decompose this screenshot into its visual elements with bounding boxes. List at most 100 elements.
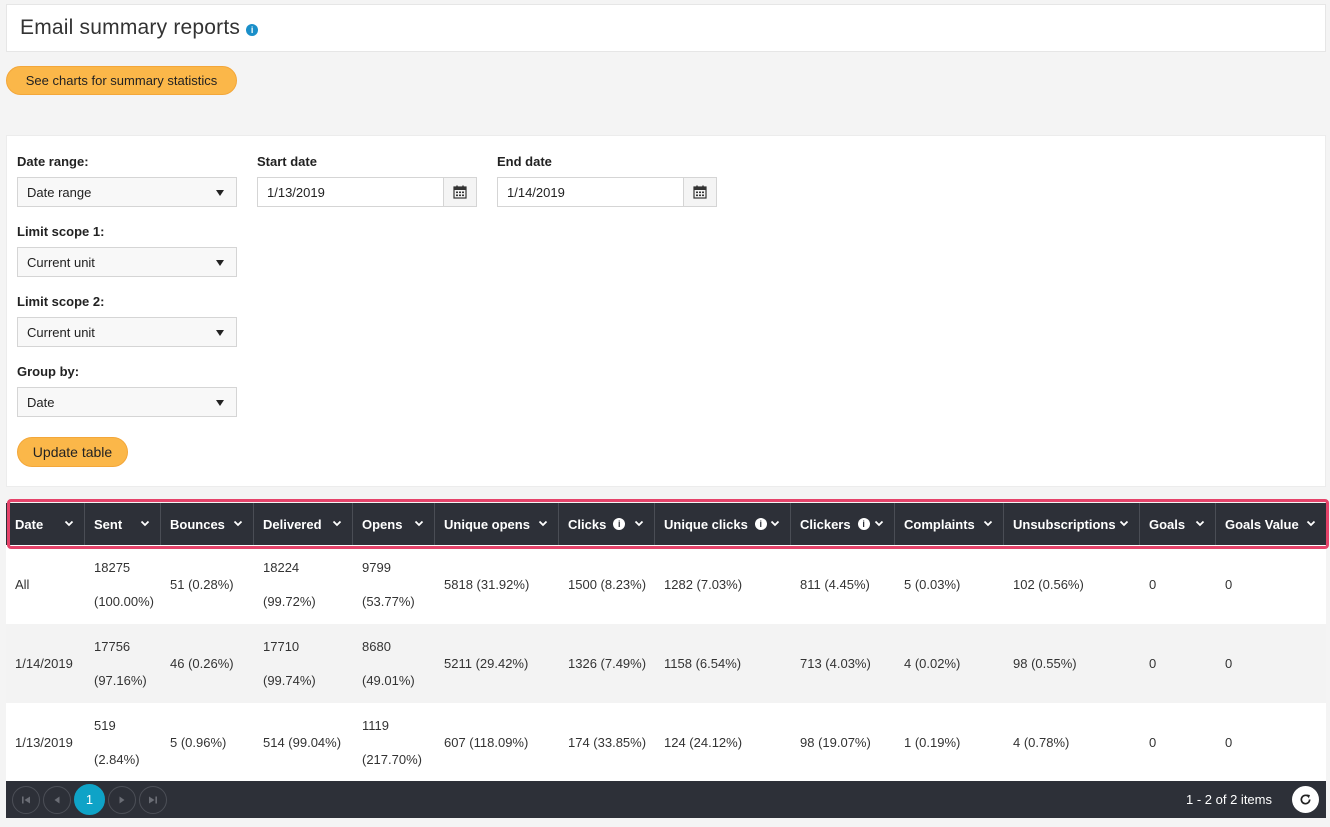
column-header-goals[interactable]: Goals xyxy=(1140,503,1216,545)
date-range-select[interactable]: Date range xyxy=(17,177,237,207)
cell-value: 9799 xyxy=(362,560,391,575)
next-page-icon[interactable] xyxy=(108,785,136,814)
column-label: Bounces xyxy=(170,516,225,532)
column-header-opens[interactable]: Opens xyxy=(353,503,435,545)
cell-opens: 9799 (53.77%) xyxy=(353,545,435,624)
start-date-label: Start date xyxy=(257,154,317,169)
column-header-unique-clicks[interactable]: Unique clicks i xyxy=(655,503,791,545)
cell-clickers: 811 (4.45%) xyxy=(800,577,870,592)
chevron-down-icon[interactable] xyxy=(874,518,884,528)
cell-percent: (2.84%) xyxy=(94,752,140,767)
calendar-icon[interactable] xyxy=(443,178,476,206)
cell-percent: (97.16%) xyxy=(94,673,147,688)
limit-scope-1-label: Limit scope 1: xyxy=(17,224,105,239)
cell-value: 17710 xyxy=(263,639,300,654)
cell-percent: (99.74%) xyxy=(263,673,316,688)
chevron-down-icon[interactable] xyxy=(1119,518,1129,528)
cell-value: 18275 xyxy=(94,560,131,575)
cell-bounces: 5 (0.96%) xyxy=(170,735,227,750)
last-page-icon[interactable] xyxy=(139,785,167,814)
cell-value: 17756 xyxy=(94,639,131,654)
chevron-down-icon[interactable] xyxy=(332,518,342,528)
table-row: 1/13/2019 519 (2.84%) 5 (0.96%) 514 (99.0… xyxy=(6,703,1326,782)
chevron-down-icon[interactable] xyxy=(414,518,424,528)
column-header-unsubscriptions[interactable]: Unsubscriptions xyxy=(1004,503,1140,545)
chevron-down-icon[interactable] xyxy=(983,518,993,528)
column-header-unique-opens[interactable]: Unique opens xyxy=(435,503,559,545)
cell-unsubscriptions: 98 (0.55%) xyxy=(1013,656,1077,671)
cell-percent: (53.77%) xyxy=(362,594,415,609)
column-header-delivered[interactable]: Delivered xyxy=(254,503,353,545)
update-table-button[interactable]: Update table xyxy=(17,437,128,467)
page-header: Email summary reports i xyxy=(6,4,1326,52)
first-page-icon[interactable] xyxy=(12,785,40,814)
cell-delivered: 17710 (99.74%) xyxy=(254,624,353,703)
pager: 1 1 - 2 of 2 items xyxy=(6,781,1326,818)
chevron-down-icon[interactable] xyxy=(770,518,780,528)
column-label: Unique clicks xyxy=(664,516,748,532)
prev-page-icon[interactable] xyxy=(43,785,71,814)
refresh-icon[interactable] xyxy=(1292,786,1319,813)
table-row: All 18275 (100.00%) 51 (0.28%) 18224 (99.7… xyxy=(6,545,1326,624)
caret-down-icon xyxy=(216,260,224,266)
cell-goals: 0 xyxy=(1149,735,1157,750)
info-icon[interactable]: i xyxy=(754,518,767,530)
group-by-value: Date xyxy=(27,394,55,410)
column-header-goals-value[interactable]: Goals Value xyxy=(1216,503,1326,545)
caret-down-icon xyxy=(216,190,224,196)
cell-value: 18224 xyxy=(263,560,300,575)
cell-unique-opens: 5211 (29.42%) xyxy=(444,656,529,671)
cell-clickers: 98 (19.07%) xyxy=(800,735,871,750)
column-header-clickers[interactable]: Clickers i xyxy=(791,503,895,545)
cell-value: 1119 xyxy=(362,718,389,733)
cell-delivered: 18224 (99.72%) xyxy=(254,545,353,624)
chevron-down-icon[interactable] xyxy=(634,518,644,528)
cell-goals-value: 0 xyxy=(1225,577,1233,592)
column-label: Goals xyxy=(1149,516,1186,532)
summary-table: Date Sent Bounces Delivered Opens Unique… xyxy=(6,503,1326,782)
cell-date: All xyxy=(15,577,30,592)
column-header-sent[interactable]: Sent xyxy=(85,503,161,545)
column-label: Complaints xyxy=(904,516,975,532)
column-header-bounces[interactable]: Bounces xyxy=(161,503,254,545)
cell-complaints: 1 (0.19%) xyxy=(904,735,961,750)
cell-clickers: 713 (4.03%) xyxy=(800,656,871,671)
limit-scope-1-select[interactable]: Current unit xyxy=(17,247,237,277)
cell-unsubscriptions: 4 (0.78%) xyxy=(1013,735,1070,750)
info-icon[interactable]: i xyxy=(246,24,259,36)
chevron-down-icon[interactable] xyxy=(233,518,243,528)
calendar-icon[interactable] xyxy=(683,178,716,206)
cell-value: 8680 xyxy=(362,639,391,654)
see-charts-button[interactable]: See charts for summary statistics xyxy=(6,66,237,95)
limit-scope-2-select[interactable]: Current unit xyxy=(17,317,237,347)
caret-down-icon xyxy=(216,330,224,336)
cell-complaints: 4 (0.02%) xyxy=(904,656,961,671)
limit-scope-2-value: Current unit xyxy=(27,324,95,340)
info-icon[interactable]: i xyxy=(857,518,870,530)
end-date-label: End date xyxy=(497,154,552,169)
column-header-clicks[interactable]: Clicks i xyxy=(559,503,655,545)
cell-sent: 17756 (97.16%) xyxy=(85,624,161,703)
chevron-down-icon[interactable] xyxy=(140,518,150,528)
column-label: Goals Value xyxy=(1225,516,1299,532)
cell-clicks: 1500 (8.23%) xyxy=(568,577,647,592)
date-range-value: Date range xyxy=(27,184,92,200)
column-label: Unsubscriptions xyxy=(1013,516,1116,532)
chevron-down-icon[interactable] xyxy=(1195,518,1205,528)
column-header-complaints[interactable]: Complaints xyxy=(895,503,1004,545)
end-date-input[interactable] xyxy=(498,178,684,206)
cell-opens: 8680 (49.01%) xyxy=(353,624,435,703)
cell-goals: 0 xyxy=(1149,577,1157,592)
column-label: Unique opens xyxy=(444,516,530,532)
start-date-input[interactable] xyxy=(258,178,444,206)
page-1-button[interactable]: 1 xyxy=(74,784,105,815)
cell-unique-clicks: 1282 (7.03%) xyxy=(664,577,743,592)
chevron-down-icon[interactable] xyxy=(538,518,548,528)
column-header-date[interactable]: Date xyxy=(6,503,85,545)
chevron-down-icon[interactable] xyxy=(64,518,74,528)
chevron-down-icon[interactable] xyxy=(1306,518,1316,528)
info-icon[interactable]: i xyxy=(613,518,626,530)
group-by-select[interactable]: Date xyxy=(17,387,237,417)
group-by-label: Group by: xyxy=(17,364,80,379)
cell-bounces: 46 (0.26%) xyxy=(170,656,234,671)
